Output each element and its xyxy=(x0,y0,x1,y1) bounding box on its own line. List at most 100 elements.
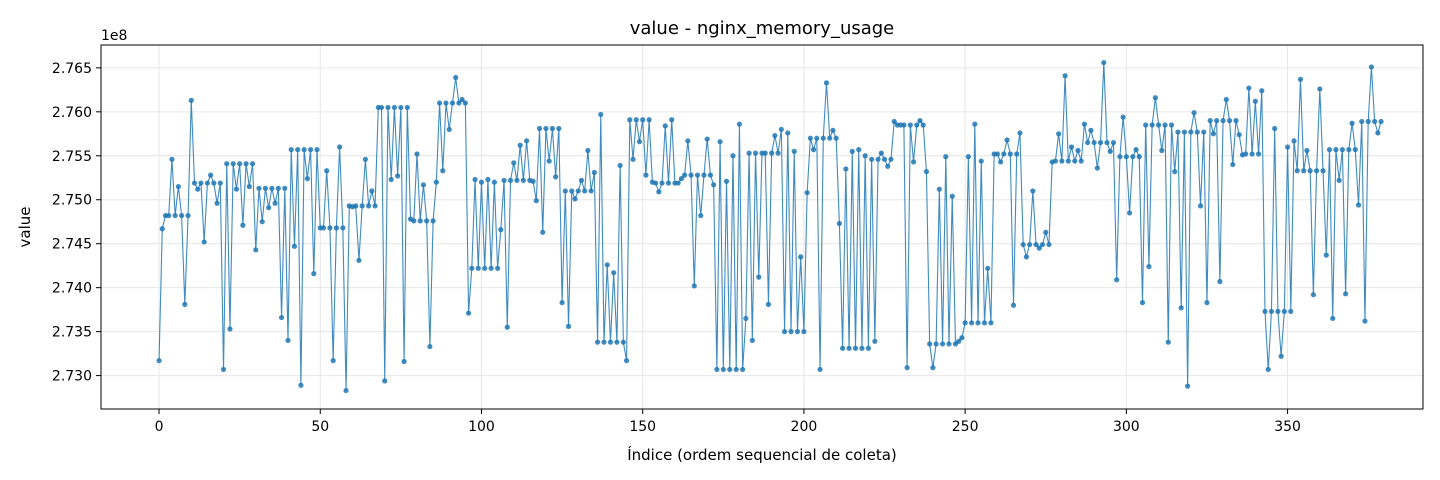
plot-area xyxy=(156,59,1384,394)
data-point xyxy=(1288,308,1294,315)
data-point xyxy=(1107,148,1113,154)
data-point xyxy=(614,339,620,345)
data-point xyxy=(885,163,891,169)
data-point xyxy=(1317,86,1323,92)
data-point xyxy=(704,136,710,142)
y-offset-label: 1e8 xyxy=(101,28,127,44)
data-point xyxy=(694,172,701,178)
data-point xyxy=(395,173,401,179)
data-point xyxy=(1159,147,1165,154)
data-point xyxy=(217,180,223,186)
data-point xyxy=(994,151,1000,157)
data-point xyxy=(282,185,288,191)
data-point xyxy=(1165,339,1171,345)
data-point xyxy=(391,104,398,111)
data-point xyxy=(198,180,204,186)
data-point xyxy=(623,358,630,364)
data-point xyxy=(965,154,971,160)
data-point xyxy=(820,135,826,141)
data-point xyxy=(530,178,536,184)
data-point xyxy=(1236,132,1242,138)
data-point xyxy=(1036,245,1042,251)
data-point xyxy=(420,182,427,188)
x-tick-label: 150 xyxy=(629,419,656,435)
data-point xyxy=(462,100,468,106)
data-point xyxy=(1314,168,1320,174)
data-point xyxy=(1204,300,1210,306)
data-point xyxy=(430,218,436,224)
data-point xyxy=(1346,147,1352,153)
data-point xyxy=(840,345,846,351)
data-point xyxy=(1294,168,1300,174)
data-point xyxy=(498,227,504,233)
data-point xyxy=(743,315,749,322)
data-point xyxy=(314,147,320,153)
data-point xyxy=(388,176,394,183)
data-point xyxy=(1017,130,1023,136)
data-point xyxy=(594,339,601,345)
data-point xyxy=(295,147,301,153)
y-axis-title: value xyxy=(16,207,34,248)
data-point xyxy=(872,338,878,344)
data-point xyxy=(740,366,746,373)
data-point xyxy=(495,265,501,271)
x-tick-label: 50 xyxy=(311,419,329,435)
data-point xyxy=(823,80,830,86)
data-point xyxy=(259,219,265,225)
x-tick-label: 200 xyxy=(791,419,818,435)
data-point xyxy=(956,338,962,344)
data-point xyxy=(875,156,881,162)
data-point xyxy=(939,341,946,347)
data-point xyxy=(304,176,310,182)
data-point xyxy=(520,177,527,183)
data-point xyxy=(511,160,517,166)
x-tick-label: 100 xyxy=(468,419,495,435)
data-point xyxy=(888,156,894,162)
data-point xyxy=(794,329,801,335)
data-point xyxy=(201,239,207,245)
data-point xyxy=(1010,302,1017,308)
data-point xyxy=(630,156,636,162)
data-point xyxy=(859,345,865,351)
data-point xyxy=(1185,383,1191,389)
data-point xyxy=(536,125,543,132)
data-point xyxy=(1126,210,1133,216)
data-point xyxy=(669,117,675,123)
data-point xyxy=(917,118,923,124)
data-point xyxy=(1243,151,1249,157)
data-point xyxy=(1004,137,1010,143)
data-point xyxy=(237,161,243,167)
data-point xyxy=(533,198,539,204)
data-point xyxy=(1065,158,1071,164)
data-point xyxy=(1246,85,1252,91)
data-point xyxy=(717,139,723,145)
data-point xyxy=(862,153,868,159)
data-point xyxy=(482,265,488,271)
data-point xyxy=(701,172,707,178)
data-point xyxy=(688,172,694,178)
data-point xyxy=(324,168,330,174)
data-point xyxy=(1307,168,1313,174)
data-point xyxy=(591,169,597,176)
data-point xyxy=(249,161,256,167)
data-point xyxy=(1191,110,1197,116)
data-point xyxy=(582,188,588,194)
data-point xyxy=(191,180,198,186)
data-point xyxy=(159,226,165,232)
data-point xyxy=(978,158,984,164)
data-point xyxy=(243,161,249,167)
data-point xyxy=(1175,129,1181,135)
data-point xyxy=(1027,241,1033,248)
data-point xyxy=(488,265,494,271)
data-point xyxy=(607,339,614,345)
x-tick-label: 0 xyxy=(155,419,164,435)
data-point xyxy=(417,218,423,224)
data-point xyxy=(1339,147,1345,153)
data-point xyxy=(1085,139,1091,146)
data-point xyxy=(275,185,281,191)
data-point xyxy=(179,212,185,219)
data-point xyxy=(946,341,952,347)
data-point xyxy=(514,177,520,183)
data-point xyxy=(1301,168,1307,174)
data-point xyxy=(927,341,933,347)
